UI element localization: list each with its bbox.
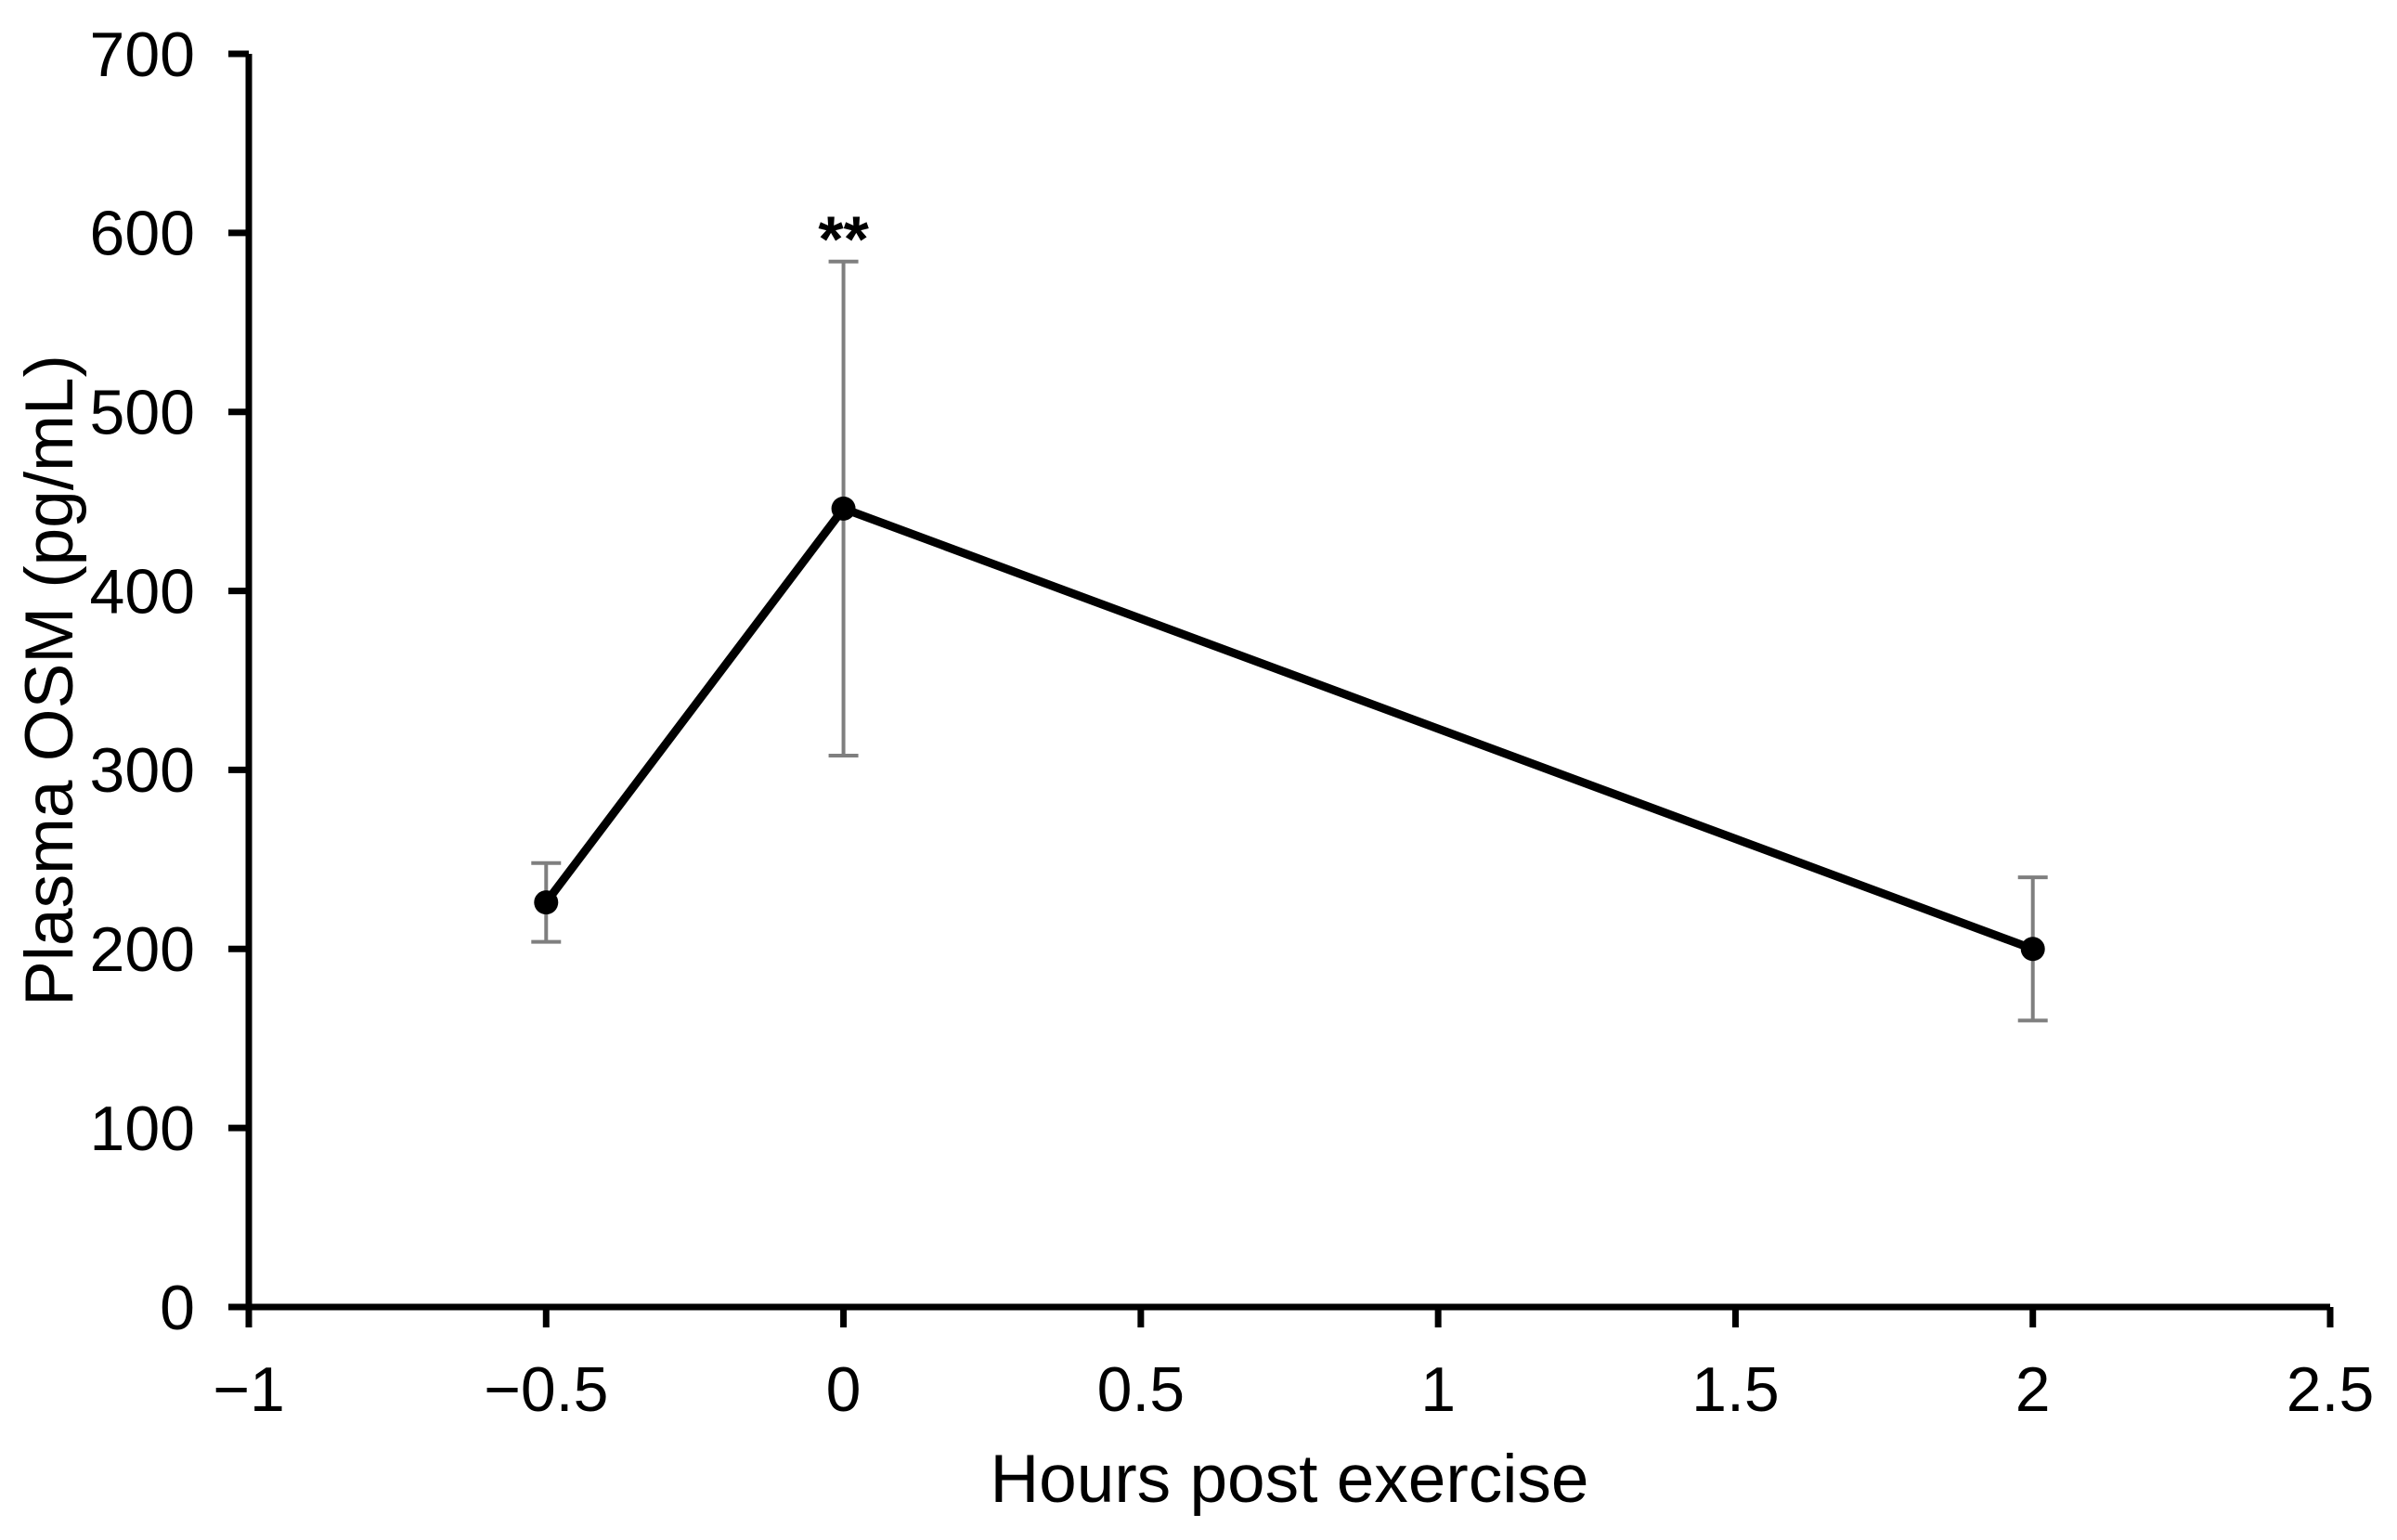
x-axis-title: Hours post exercise	[990, 1442, 1588, 1517]
data-point-marker	[831, 496, 856, 521]
y-tick-label: 300	[90, 735, 195, 806]
data-point-marker	[534, 890, 559, 915]
x-tick-label: 0	[826, 1354, 862, 1425]
y-tick-label: 200	[90, 914, 195, 985]
y-tick-label: 700	[90, 19, 195, 90]
x-tick-label: 2.5	[2287, 1354, 2375, 1425]
x-tick-label: 1	[1420, 1354, 1456, 1425]
x-tick-label: 1.5	[1691, 1354, 1780, 1425]
x-tick-label: 0.5	[1097, 1354, 1186, 1425]
x-tick-label: 2	[2015, 1354, 2051, 1425]
y-tick-label: 0	[160, 1273, 195, 1343]
y-tick-label: 600	[90, 199, 195, 269]
y-axis-title: Plasma OSM (pg/mL)	[12, 355, 87, 1006]
y-tick-label: 400	[90, 556, 195, 627]
x-tick-label: −0.5	[484, 1354, 608, 1425]
y-tick-label: 500	[90, 378, 195, 448]
x-tick-label: −1	[213, 1354, 285, 1425]
y-tick-label: 100	[90, 1094, 195, 1164]
significance-annotation: **	[818, 203, 869, 276]
data-point-marker	[2020, 937, 2045, 962]
